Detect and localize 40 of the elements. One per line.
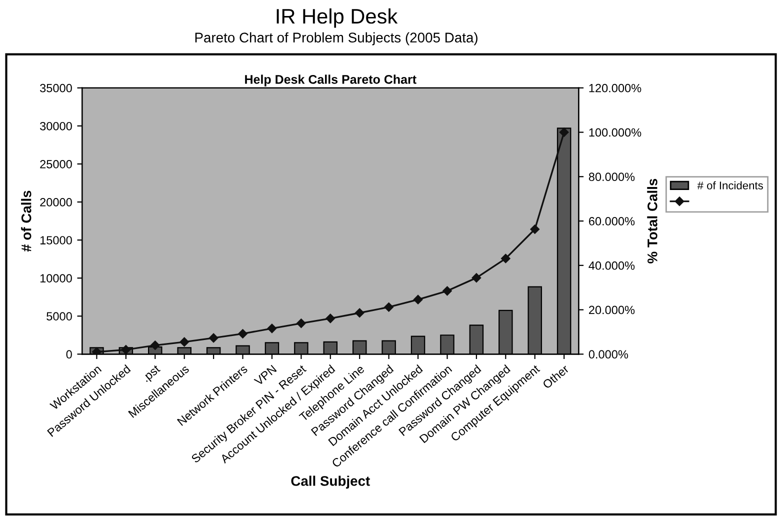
x-tick-label: VPN	[254, 364, 277, 386]
y2-tick-label: 100.000%	[589, 128, 642, 137]
point	[150, 340, 160, 350]
legend-label: # of Incidents	[697, 181, 763, 190]
y-tick-label: 15000	[40, 236, 72, 244]
y2-tick-label: 80.000%	[588, 172, 635, 182]
y2-tick-label: 0.000%	[588, 350, 628, 359]
point	[208, 333, 218, 343]
point	[267, 324, 277, 334]
point	[121, 345, 131, 354]
y-tick-label: 35000	[40, 84, 72, 92]
y-tick-label: 10000	[40, 274, 72, 282]
y2-tick-label: 60.000%	[589, 217, 635, 226]
point	[559, 128, 569, 137]
point	[442, 286, 452, 296]
y-tick-label: 20000	[40, 198, 72, 206]
point	[501, 254, 510, 264]
point	[180, 337, 189, 347]
point	[92, 347, 102, 354]
x-axis-title: Call Subject	[291, 476, 370, 489]
point	[384, 302, 394, 312]
text: Help Desk Calls Pareto Chart	[245, 74, 416, 86]
y2-axis-title: % Total Calls	[647, 178, 658, 264]
point	[530, 224, 540, 234]
y-tick-label: 5000	[46, 312, 72, 320]
point	[326, 314, 336, 324]
chart-subtitle: Pareto Chart of Problem Subjects (2005 Data)	[195, 32, 478, 46]
point	[472, 273, 482, 282]
y2-tick-label: 120.000%	[589, 84, 642, 92]
point	[354, 308, 364, 318]
y2-tick-label: 40.000%	[588, 261, 635, 270]
y-tick-label: 0	[66, 350, 72, 359]
y-tick-label: 30000	[40, 122, 72, 130]
point	[238, 329, 248, 338]
point	[296, 318, 306, 328]
chart-title: IR Help Desk	[276, 8, 398, 28]
y2-tick-label: 20.000%	[588, 306, 635, 314]
point	[413, 294, 423, 304]
y-tick-label: 25000	[40, 160, 72, 168]
y-axis-title: # of Calls	[21, 190, 32, 252]
